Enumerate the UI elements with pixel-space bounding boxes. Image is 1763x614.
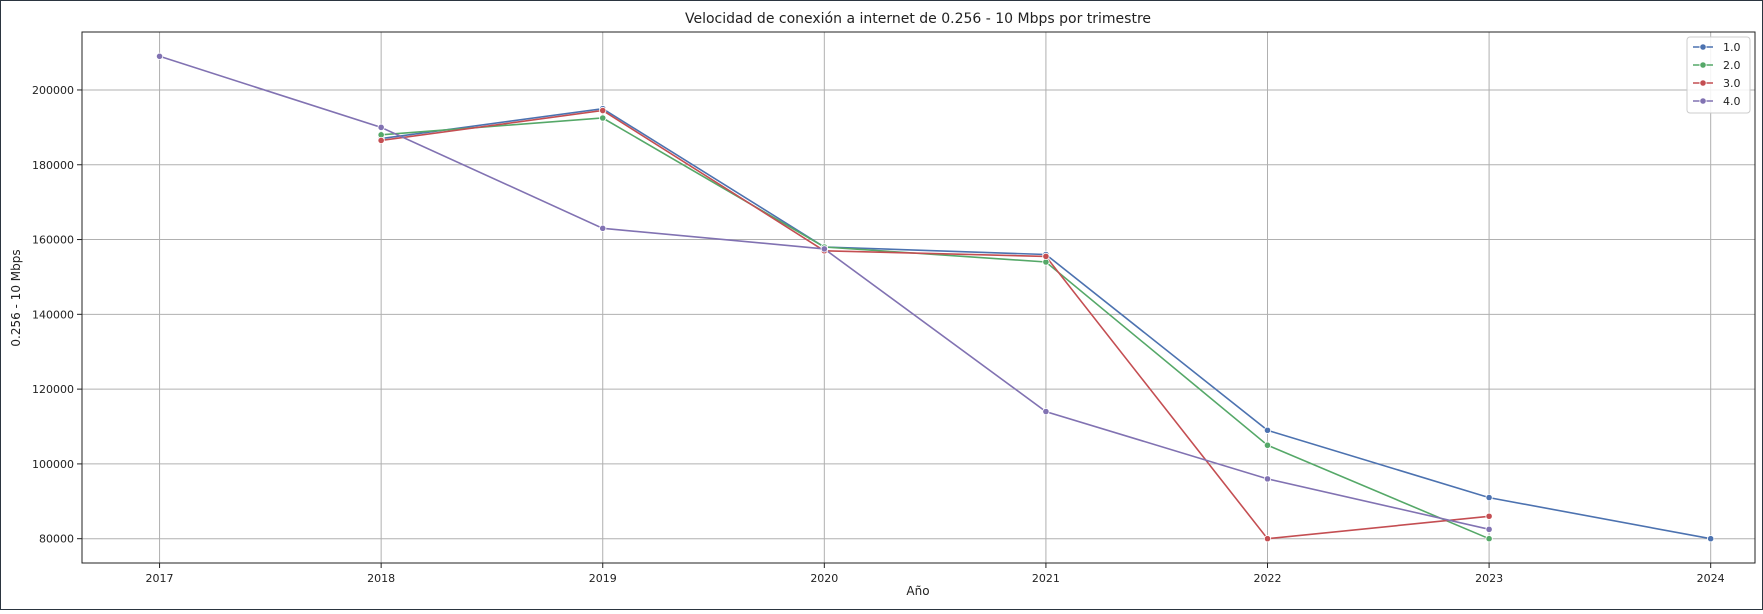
data-point-series-1 [1263, 426, 1272, 434]
x-axis-label: Año [906, 584, 929, 598]
series-points [155, 52, 1715, 543]
legend-label-1: 1.0 [1723, 41, 1741, 54]
x-tick-label: 2017 [146, 572, 174, 585]
y-axis-ticks: 80000 100000 120000 140000 160000 180000 20000… [32, 84, 82, 546]
legend-box [1686, 36, 1751, 114]
y-tick-label: 80000 [39, 533, 74, 546]
legend-label-4: 4.0 [1723, 95, 1741, 108]
y-tick-label: 180000 [32, 159, 74, 172]
legend-label-2: 2.0 [1723, 59, 1741, 72]
legend-marker-3 [1699, 79, 1707, 87]
y-tick-label: 120000 [32, 383, 74, 396]
series-line-3 [380, 109, 1490, 540]
data-point-series-4 [1042, 407, 1050, 416]
y-tick-label: 160000 [32, 234, 74, 247]
data-point-series-2 [1263, 441, 1272, 449]
legend-marker-4 [1699, 97, 1707, 105]
chart-title: Velocidad de conexión a internet de 0.25… [685, 11, 1151, 27]
data-point-series-4 [820, 245, 828, 253]
data-point-series-1 [1485, 493, 1493, 502]
y-tick-label: 140000 [32, 308, 74, 321]
legend-label-3: 3.0 [1723, 77, 1741, 90]
x-tick-label: 2023 [1475, 572, 1503, 585]
data-point-series-4 [599, 224, 607, 232]
series-line-2 [381, 117, 1490, 540]
legend-marker-1 [1699, 43, 1707, 51]
x-tick-label: 2020 [810, 572, 838, 585]
data-point-series-2 [1485, 535, 1493, 543]
data-point-series-4 [155, 52, 164, 60]
data-point-series-3 [377, 136, 385, 145]
x-tick-label: 2022 [1254, 572, 1282, 585]
x-tick-label: 2021 [1032, 572, 1060, 585]
data-point-series-4 [1485, 525, 1493, 533]
x-axis-ticks: 2017 2018 2019 2020 2021 2022 2023 2024 [146, 563, 1725, 585]
data-point-series-3 [1263, 535, 1272, 543]
x-tick-label: 2024 [1697, 572, 1725, 585]
data-point-series-3 [599, 106, 607, 115]
x-tick-label: 2019 [589, 572, 617, 585]
y-tick-label: 100000 [32, 458, 74, 471]
x-tick-label: 2018 [367, 572, 395, 585]
y-axis-label: 0.256 - 10 Mbps [9, 249, 23, 346]
data-point-series-4 [377, 123, 385, 131]
data-point-series-2 [599, 114, 607, 122]
data-point-series-3 [1042, 252, 1050, 260]
series-lines [159, 55, 1711, 540]
y-tick-label: 200000 [32, 84, 74, 97]
data-point-series-1 [1707, 535, 1715, 543]
data-point-series-3 [1485, 512, 1493, 520]
data-point-series-4 [1263, 475, 1272, 483]
legend-marker-2 [1699, 61, 1707, 69]
grid [82, 32, 1755, 563]
plot-area-border [81, 31, 1756, 564]
legend: 1.0 2.0 3.0 4.0 [1686, 36, 1751, 114]
